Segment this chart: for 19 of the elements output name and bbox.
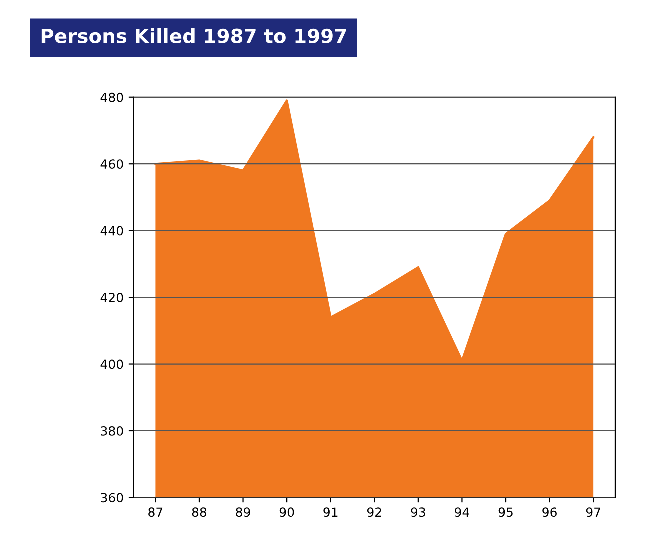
x-tick-label: 94 [455, 508, 470, 518]
x-tick-label: 93 [411, 508, 426, 518]
x-tick-label: 89 [236, 508, 250, 518]
y-tick-label: 400 [100, 360, 124, 370]
y-tick-label: 380 [101, 426, 124, 436]
x-tick-label: 92 [367, 508, 382, 518]
x-tick-label: 97 [586, 508, 600, 518]
y-tick-label: 440 [100, 226, 124, 236]
x-tick-label: 88 [192, 508, 207, 518]
x-tick-label: 95 [498, 508, 513, 518]
x-tick-label: 87 [148, 508, 163, 518]
y-tick-label: 360 [101, 493, 124, 503]
x-tick-label: 91 [324, 508, 338, 518]
y-tick-label: 480 [100, 92, 124, 102]
y-tick-label: 460 [100, 160, 124, 170]
chart-title: Persons Killed 1987 to 1997 [42, 28, 346, 44]
x-tick-label: 96 [542, 508, 557, 518]
x-tick-label: 90 [280, 508, 294, 518]
y-tick-label: 420 [100, 293, 124, 302]
